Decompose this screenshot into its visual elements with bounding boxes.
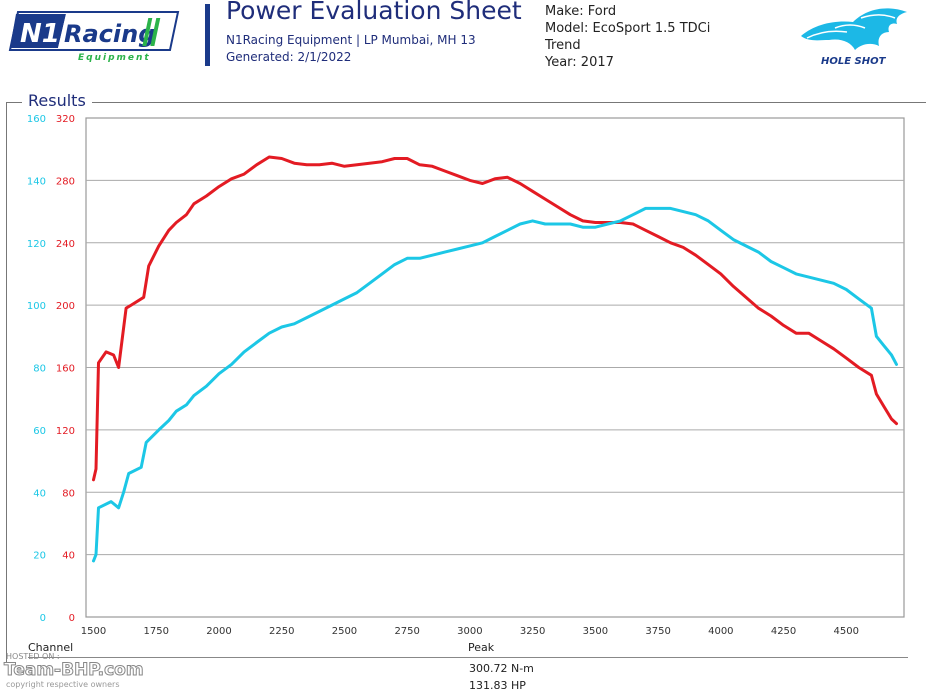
x-tick-label: 4500 bbox=[834, 626, 859, 637]
x-tick-label: 2000 bbox=[206, 626, 231, 637]
x-tick-label: 4250 bbox=[771, 626, 796, 637]
peak-header: Peak bbox=[468, 641, 495, 654]
vehicle-trend: Trend bbox=[545, 38, 581, 53]
hole-shot-logo: HOLE SHOT bbox=[801, 8, 907, 67]
y-left-tick-label: 40 bbox=[62, 551, 75, 562]
y-right-tick-label: 0 bbox=[40, 613, 46, 624]
y-left-tick-label: 120 bbox=[56, 426, 75, 437]
y-right-tick-label: 40 bbox=[33, 488, 46, 499]
hole-shot-text: HOLE SHOT bbox=[821, 56, 887, 67]
x-tick-label: 4000 bbox=[708, 626, 733, 637]
x-tick-label: 3750 bbox=[645, 626, 670, 637]
series-line-power bbox=[92, 206, 898, 563]
y-left-tick-label: 200 bbox=[56, 301, 75, 312]
x-tick-label: 1500 bbox=[81, 626, 106, 637]
y-right-tick-label: 120 bbox=[27, 239, 46, 250]
n1-racing-logo: N1 Racing Equipment bbox=[8, 11, 180, 62]
svg-text:Equipment: Equipment bbox=[78, 53, 151, 62]
y-left-tick-label: 0 bbox=[69, 613, 75, 624]
header-divider bbox=[205, 4, 210, 66]
x-tick-label: 2750 bbox=[394, 626, 419, 637]
vehicle-make: Make: Ford bbox=[545, 4, 617, 19]
x-tick-label: 3250 bbox=[520, 626, 545, 637]
page-title: Power Evaluation Sheet bbox=[226, 0, 522, 25]
svg-text:Racing: Racing bbox=[64, 20, 155, 48]
series-line-torque bbox=[92, 155, 898, 482]
peak-power: 131.83 HP bbox=[469, 679, 526, 692]
svg-text:N1: N1 bbox=[20, 19, 60, 49]
x-tick-label: 3500 bbox=[583, 626, 608, 637]
grid bbox=[85, 117, 905, 618]
table-divider bbox=[28, 657, 908, 658]
series-group bbox=[92, 155, 898, 563]
y-left-tick-label: 160 bbox=[56, 364, 75, 375]
x-tick-label: 3000 bbox=[457, 626, 482, 637]
vehicle-year: Year: 2017 bbox=[545, 55, 614, 70]
results-label: Results bbox=[22, 91, 92, 110]
vehicle-model: Model: EcoSport 1.5 TDCi bbox=[545, 21, 711, 36]
y-left-tick-label: 280 bbox=[56, 176, 75, 187]
x-tick-label: 1750 bbox=[144, 626, 169, 637]
watermark-copyright: copyright respective owners bbox=[6, 680, 120, 689]
y-right-tick-label: 20 bbox=[33, 551, 46, 562]
y-left-tick-label: 240 bbox=[56, 239, 75, 250]
peak-torque: 300.72 N-m bbox=[469, 662, 534, 675]
watermark-brand: Team-BHP.com bbox=[4, 660, 145, 681]
generated-date: Generated: 2/1/2022 bbox=[226, 50, 352, 64]
y-left-tick-label: 80 bbox=[62, 488, 75, 499]
y-right-tick-label: 160 bbox=[27, 114, 46, 125]
company-address: N1Racing Equipment | LP Mumbai, MH 13 bbox=[226, 33, 476, 47]
x-tick-label: 2250 bbox=[269, 626, 294, 637]
y-right-tick-label: 140 bbox=[27, 176, 46, 187]
channel-header: Channel bbox=[28, 641, 74, 654]
y-right-tick-label: 60 bbox=[33, 426, 46, 437]
y-right-tick-label: 80 bbox=[33, 364, 46, 375]
results-frame bbox=[6, 102, 926, 662]
axes: 0 0 40 20 80 40 120 60 160 80 200 100 240 120 280 140 32… bbox=[27, 114, 859, 637]
watermark-hosted: HOSTED ON : bbox=[6, 652, 60, 661]
y-left-tick-label: 320 bbox=[56, 114, 75, 125]
y-right-tick-label: 100 bbox=[27, 301, 46, 312]
x-tick-label: 2500 bbox=[332, 626, 357, 637]
